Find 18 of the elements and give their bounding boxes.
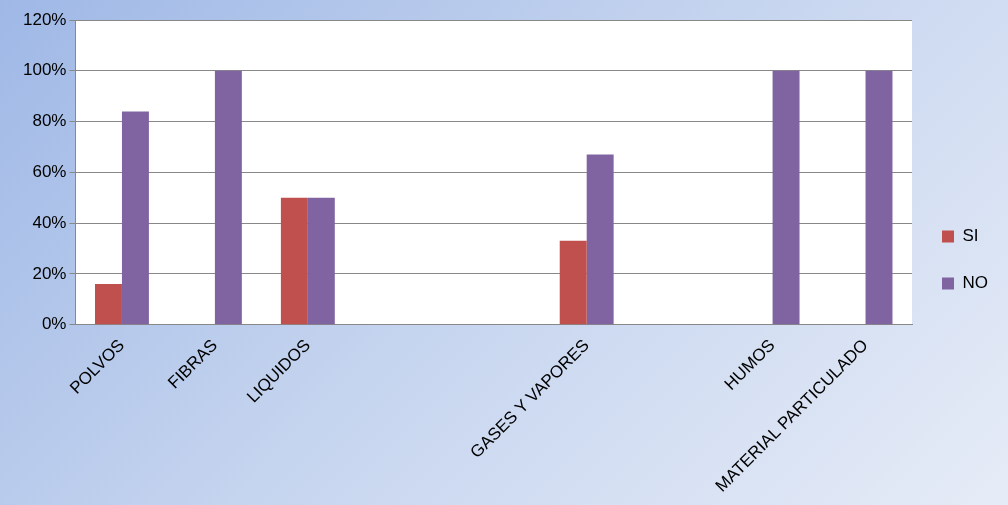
bar <box>121 111 149 325</box>
y-tick-label: 80% <box>32 111 67 131</box>
bar <box>214 70 242 325</box>
legend-label: SI <box>962 226 979 246</box>
bar <box>586 154 614 325</box>
y-tick-label: 0% <box>41 314 67 334</box>
y-tick-label: 40% <box>32 212 67 232</box>
bar <box>772 70 800 325</box>
y-tick-label: 100% <box>23 60 67 80</box>
bar <box>307 197 335 325</box>
legend-label: NO <box>962 273 988 293</box>
y-tick-label: 60% <box>32 162 67 181</box>
y-tick-label: 120% <box>23 9 67 29</box>
bar <box>280 197 308 325</box>
bar <box>559 240 587 325</box>
bar <box>865 70 893 325</box>
bar <box>95 284 122 325</box>
y-tick-label: 20% <box>32 263 67 283</box>
